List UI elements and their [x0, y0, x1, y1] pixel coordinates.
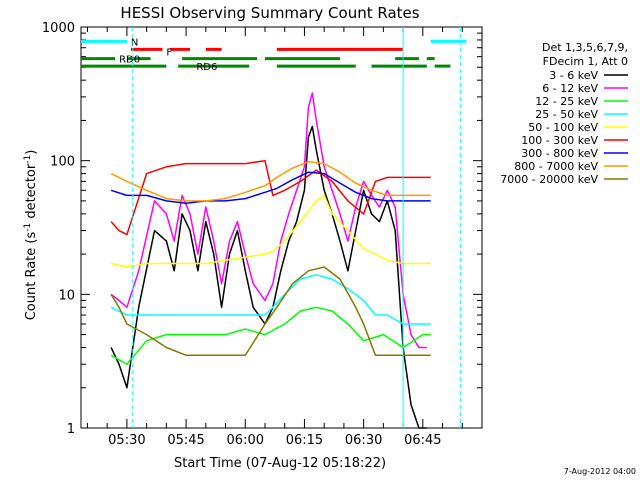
x-tick-label: 06:00 [227, 433, 264, 448]
legend-entry-label: 12 - 25 keV [535, 95, 598, 108]
x-tick-label: 06:45 [404, 433, 441, 448]
flag-label-n: N [131, 37, 138, 48]
series-line-8 [110, 266, 431, 357]
x-axis: 05:30 05:45 06:00 06:15 06:30 06:45 [86, 27, 483, 448]
series-line-1 [110, 92, 427, 349]
y-axis-label-mid: detector [24, 163, 39, 223]
x-axis-label: Start Time (07-Aug-12 05:18:22) [174, 456, 386, 471]
series-lines [110, 92, 431, 429]
legend-entry-label: 7000 - 20000 keV [500, 173, 598, 186]
x-tick-label: 06:15 [286, 433, 323, 448]
legend-header-line: Det 1,3,5,6,7,9, [542, 41, 628, 54]
legend-entry-label: 25 - 50 keV [535, 108, 598, 121]
y-axis-label-main: Count Rate (s [24, 232, 39, 321]
y-axis-label-end: ) [24, 150, 39, 155]
x-tick-label: 05:30 [108, 433, 145, 448]
y-axis: 1 10 100 1000 [42, 21, 482, 437]
y-axis-label: Count Rate (s-1 detector-1) [23, 150, 39, 321]
y-tick-label: 100 [50, 155, 75, 170]
legend-entry-label: 800 - 7000 keV [514, 160, 598, 173]
footer-timestamp: 7-Aug-2012 04:00 [564, 467, 636, 476]
legend-entry-label: 6 - 12 keV [542, 82, 598, 95]
legend-header-line: FDecim 1, Att 0 [543, 55, 628, 68]
vertical-markers [132, 27, 461, 428]
flag-bars: N F RD0 RD6 [81, 37, 467, 73]
flag-label-rd0: RD0 [119, 55, 140, 66]
x-tick-label: 05:45 [167, 433, 204, 448]
plot-border [80, 26, 483, 429]
y-axis-label-sup1: -1 [23, 223, 33, 232]
y-tick-label: 10 [58, 288, 75, 303]
legend-entry-label: 300 - 800 keV [521, 147, 598, 160]
flag-label-rd6: RD6 [196, 62, 217, 73]
legend: Det 1,3,5,6,7,9,FDecim 1, Att 03 - 6 keV… [500, 41, 628, 186]
x-tick-label: 06:30 [345, 433, 382, 448]
plot-frame [80, 26, 483, 429]
legend-entry-label: 3 - 6 keV [549, 69, 598, 82]
series-line-4 [110, 194, 431, 268]
series-line-2 [110, 306, 431, 365]
y-tick-label: 1000 [42, 21, 75, 36]
chart-title: HESSI Observing Summary Count Rates [120, 4, 419, 22]
series-line-7 [110, 161, 431, 202]
flag-label-f: F [166, 47, 172, 58]
series-line-5 [110, 159, 431, 236]
y-tick-label: 1 [67, 422, 75, 437]
legend-entry-label: 100 - 300 keV [521, 134, 598, 147]
series-line-6 [110, 171, 431, 205]
y-axis-label-sup2: -1 [23, 155, 33, 164]
series-line-0 [110, 125, 427, 429]
legend-entry-label: 50 - 100 keV [528, 121, 598, 134]
